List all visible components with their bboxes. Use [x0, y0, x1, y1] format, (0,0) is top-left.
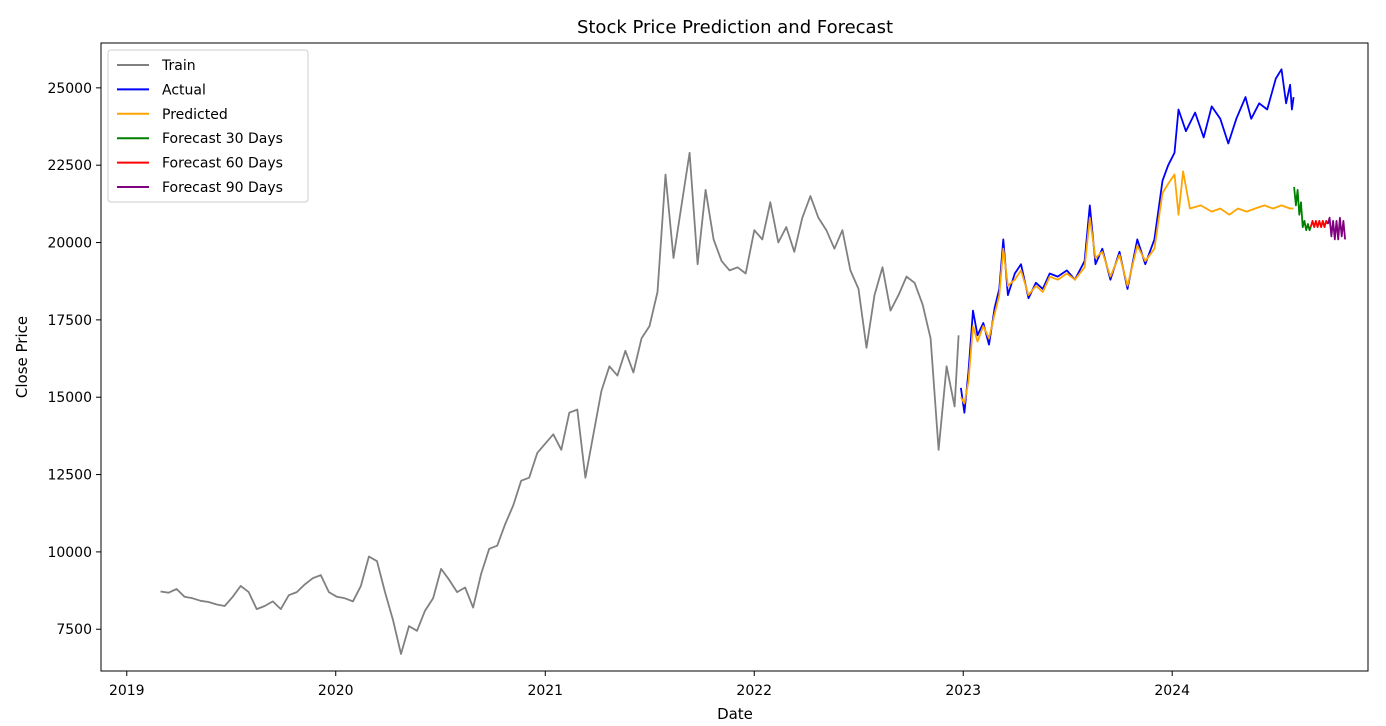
x-tick-label: 2019: [109, 683, 145, 699]
legend-box: [107, 49, 309, 203]
x-tick-label: 2023: [945, 683, 981, 699]
x-tick-label: 2020: [318, 683, 354, 699]
y-tick-label: 12500: [47, 468, 92, 484]
legend: Train Actual Predicted Forecast 30 Days Fore…: [107, 49, 309, 203]
series-line-forecast-60-days: [1309, 220, 1329, 228]
legend-label: Train: [161, 58, 196, 74]
y-tick-label: 20000: [47, 236, 92, 252]
chart-title: Stock Price Prediction and Forecast: [577, 17, 893, 38]
y-tick-label: 17500: [47, 313, 92, 329]
legend-label: Forecast 90 Days: [162, 180, 283, 196]
x-tick-label: 2024: [1154, 683, 1190, 699]
x-axis-ticks: 2019 2020 2021 2022 2023 2024: [109, 671, 1190, 699]
plot-lines: [160, 68, 1346, 655]
y-tick-label: 10000: [47, 545, 92, 561]
series-line-train: [160, 151, 960, 655]
legend-label: Forecast 60 Days: [162, 156, 283, 172]
y-tick-label: 7500: [56, 622, 92, 638]
legend-label: Actual: [162, 82, 206, 98]
series-line-forecast-90-days: [1327, 216, 1346, 241]
y-axis-label: Close Price: [13, 316, 31, 398]
legend-label: Forecast 30 Days: [162, 131, 283, 147]
legend-label: Predicted: [162, 107, 228, 123]
y-axis-ticks: 7500 10000 12500 15000 17500 20000 22500 25000: [47, 81, 101, 638]
x-tick-label: 2021: [527, 683, 563, 699]
y-tick-label: 15000: [47, 390, 92, 406]
y-tick-label: 22500: [47, 158, 92, 174]
series-line-predicted: [960, 170, 1294, 405]
y-tick-label: 25000: [47, 81, 92, 97]
x-tick-label: 2022: [736, 683, 772, 699]
series-line-forecast-30-days: [1293, 186, 1312, 232]
plot-area-frame: [100, 42, 1369, 672]
x-axis-label: Date: [717, 705, 753, 723]
